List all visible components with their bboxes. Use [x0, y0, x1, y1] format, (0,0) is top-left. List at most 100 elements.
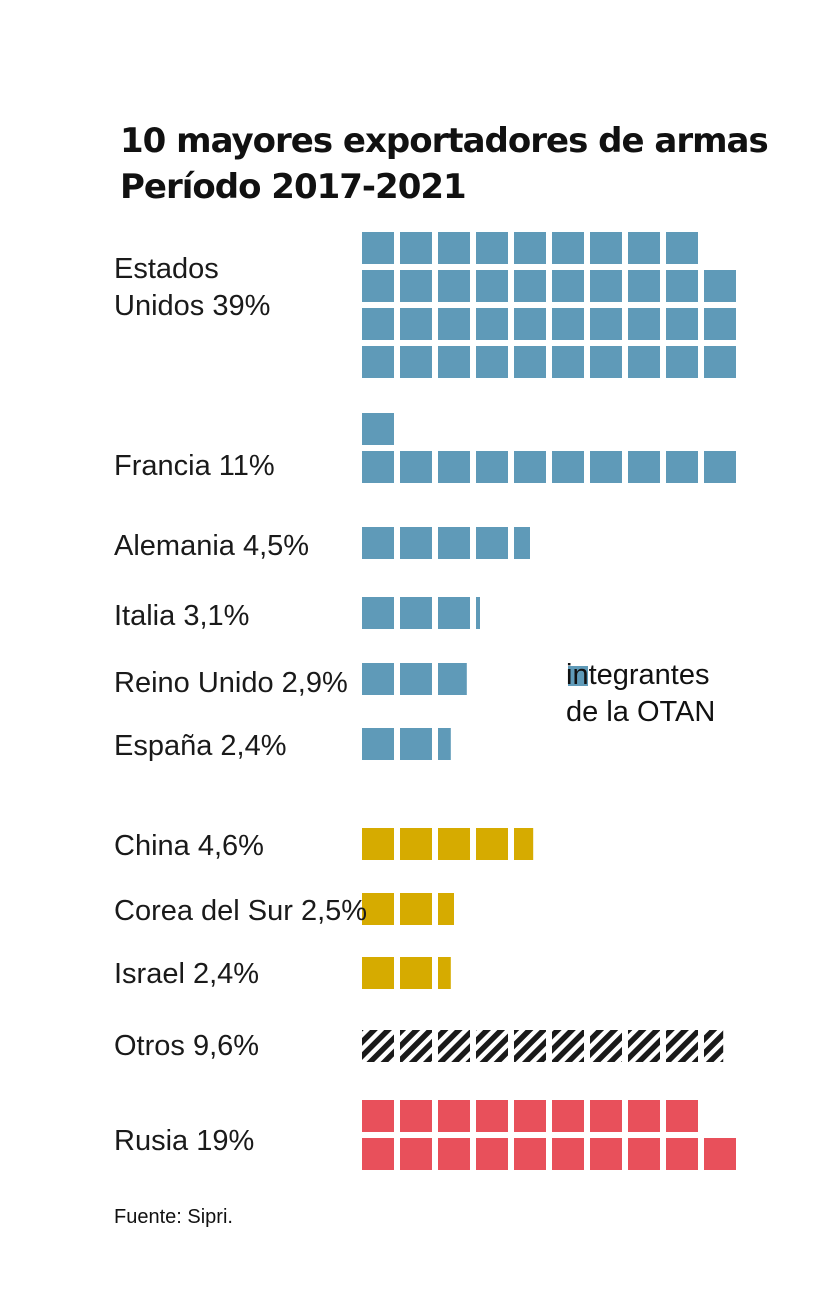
waffle-square-1-18 [628, 308, 660, 340]
legend-swatch [568, 666, 588, 686]
waffle-square-1-12 [400, 308, 432, 340]
waffle-square-11-11 [362, 1100, 394, 1132]
category-label-2-line-1: Francia 11% [114, 450, 275, 482]
waffle-square-1-5 [514, 346, 546, 378]
waffle-square-1-33 [438, 232, 470, 264]
waffle-square-4-4 [476, 597, 480, 629]
waffle-square-3-4 [476, 527, 508, 559]
waffle-square-10-6 [552, 1030, 584, 1062]
category-label-1-line-1: Estados [114, 253, 219, 285]
waffle-square-1-3 [438, 346, 470, 378]
waffle-square-10-4 [476, 1030, 508, 1062]
waffle-square-11-8 [628, 1138, 660, 1170]
waffle-square-11-17 [590, 1100, 622, 1132]
category-label-1-line-2: Unidos 39% [114, 290, 270, 322]
waffle-square-10-5 [514, 1030, 546, 1062]
waffle-square-11-10 [704, 1138, 736, 1170]
waffle-square-11-19 [666, 1100, 698, 1132]
category-label-11-line-1: Rusia 19% [114, 1125, 254, 1157]
legend-label-line-1: integrantes [566, 659, 710, 691]
waffle-square-3-2 [400, 527, 432, 559]
waffle-square-10-8 [628, 1030, 660, 1062]
waffle-square-3-1 [362, 527, 394, 559]
waffle-square-9-2 [400, 957, 432, 989]
waffle-square-1-4 [476, 346, 508, 378]
waffle-square-11-14 [476, 1100, 508, 1132]
waffle-square-1-10 [704, 346, 736, 378]
waffle-square-1-13 [438, 308, 470, 340]
waffle-square-6-3 [438, 728, 451, 760]
waffle-square-1-29 [666, 270, 698, 302]
waffle-square-2-4 [476, 451, 508, 483]
waffle-square-2-11 [362, 413, 394, 445]
source-note: Fuente: Sipri. [114, 1206, 233, 1228]
waffle-square-11-16 [552, 1100, 584, 1132]
waffle-square-7-3 [438, 828, 470, 860]
waffle-square-1-9 [666, 346, 698, 378]
waffle-square-6-1 [362, 728, 394, 760]
waffle-square-8-3 [438, 893, 454, 925]
waffle-square-7-4 [476, 828, 508, 860]
waffle-square-1-36 [552, 232, 584, 264]
waffle-square-1-28 [628, 270, 660, 302]
waffle-square-1-11 [362, 308, 394, 340]
waffle-square-11-15 [514, 1100, 546, 1132]
waffle-square-10-9 [666, 1030, 698, 1062]
waffle-square-1-37 [590, 232, 622, 264]
waffle-square-1-38 [628, 232, 660, 264]
waffle-square-1-25 [514, 270, 546, 302]
waffle-square-1-6 [552, 346, 584, 378]
chart-title: 10 mayores exportadores de armas Período… [120, 118, 820, 210]
category-label-6-line-1: España 2,4% [114, 730, 287, 762]
waffle-square-1-2 [400, 346, 432, 378]
waffle-square-10-7 [590, 1030, 622, 1062]
category-label-3-line-1: Alemania 4,5% [114, 530, 309, 562]
waffle-square-11-1 [362, 1138, 394, 1170]
waffle-square-1-32 [400, 232, 432, 264]
category-label-5-line-1: Reino Unido 2,9% [114, 667, 348, 699]
waffle-square-11-9 [666, 1138, 698, 1170]
waffle-square-1-30 [704, 270, 736, 302]
waffle-square-1-23 [438, 270, 470, 302]
waffle-square-1-16 [552, 308, 584, 340]
waffle-square-10-10 [704, 1030, 724, 1062]
waffle-square-1-26 [552, 270, 584, 302]
waffle-square-1-35 [514, 232, 546, 264]
waffle-square-8-2 [400, 893, 432, 925]
waffle-square-1-31 [362, 232, 394, 264]
waffle-square-11-6 [552, 1138, 584, 1170]
chart-title-line-2: Período 2017-2021 [120, 167, 467, 207]
waffle-square-4-1 [362, 597, 394, 629]
waffle-square-3-5 [514, 527, 530, 559]
waffle-square-11-7 [590, 1138, 622, 1170]
waffle-square-1-22 [400, 270, 432, 302]
waffle-square-9-1 [362, 957, 394, 989]
waffle-square-1-1 [362, 346, 394, 378]
legend: integrantes de la OTAN [566, 657, 715, 731]
waffle-square-5-2 [400, 663, 432, 695]
waffle-square-11-12 [400, 1100, 432, 1132]
waffle-square-10-3 [438, 1030, 470, 1062]
waffle-square-11-4 [476, 1138, 508, 1170]
waffle-square-1-14 [476, 308, 508, 340]
waffle-square-11-2 [400, 1138, 432, 1170]
waffle-square-1-34 [476, 232, 508, 264]
waffle-square-1-15 [514, 308, 546, 340]
waffle-square-9-3 [438, 957, 451, 989]
waffle-square-7-1 [362, 828, 394, 860]
waffle-square-2-2 [400, 451, 432, 483]
category-label-7-line-1: China 4,6% [114, 830, 264, 862]
waffle-square-1-21 [362, 270, 394, 302]
waffle-square-2-7 [590, 451, 622, 483]
waffle-square-5-3 [438, 663, 467, 695]
waffle-square-1-24 [476, 270, 508, 302]
waffle-square-11-13 [438, 1100, 470, 1132]
waffle-square-3-3 [438, 527, 470, 559]
waffle-square-2-3 [438, 451, 470, 483]
waffle-square-2-9 [666, 451, 698, 483]
waffle-square-4-2 [400, 597, 432, 629]
category-label-8-line-1: Corea del Sur 2,5% [114, 895, 367, 927]
waffle-square-8-1 [362, 893, 394, 925]
waffle-square-6-2 [400, 728, 432, 760]
